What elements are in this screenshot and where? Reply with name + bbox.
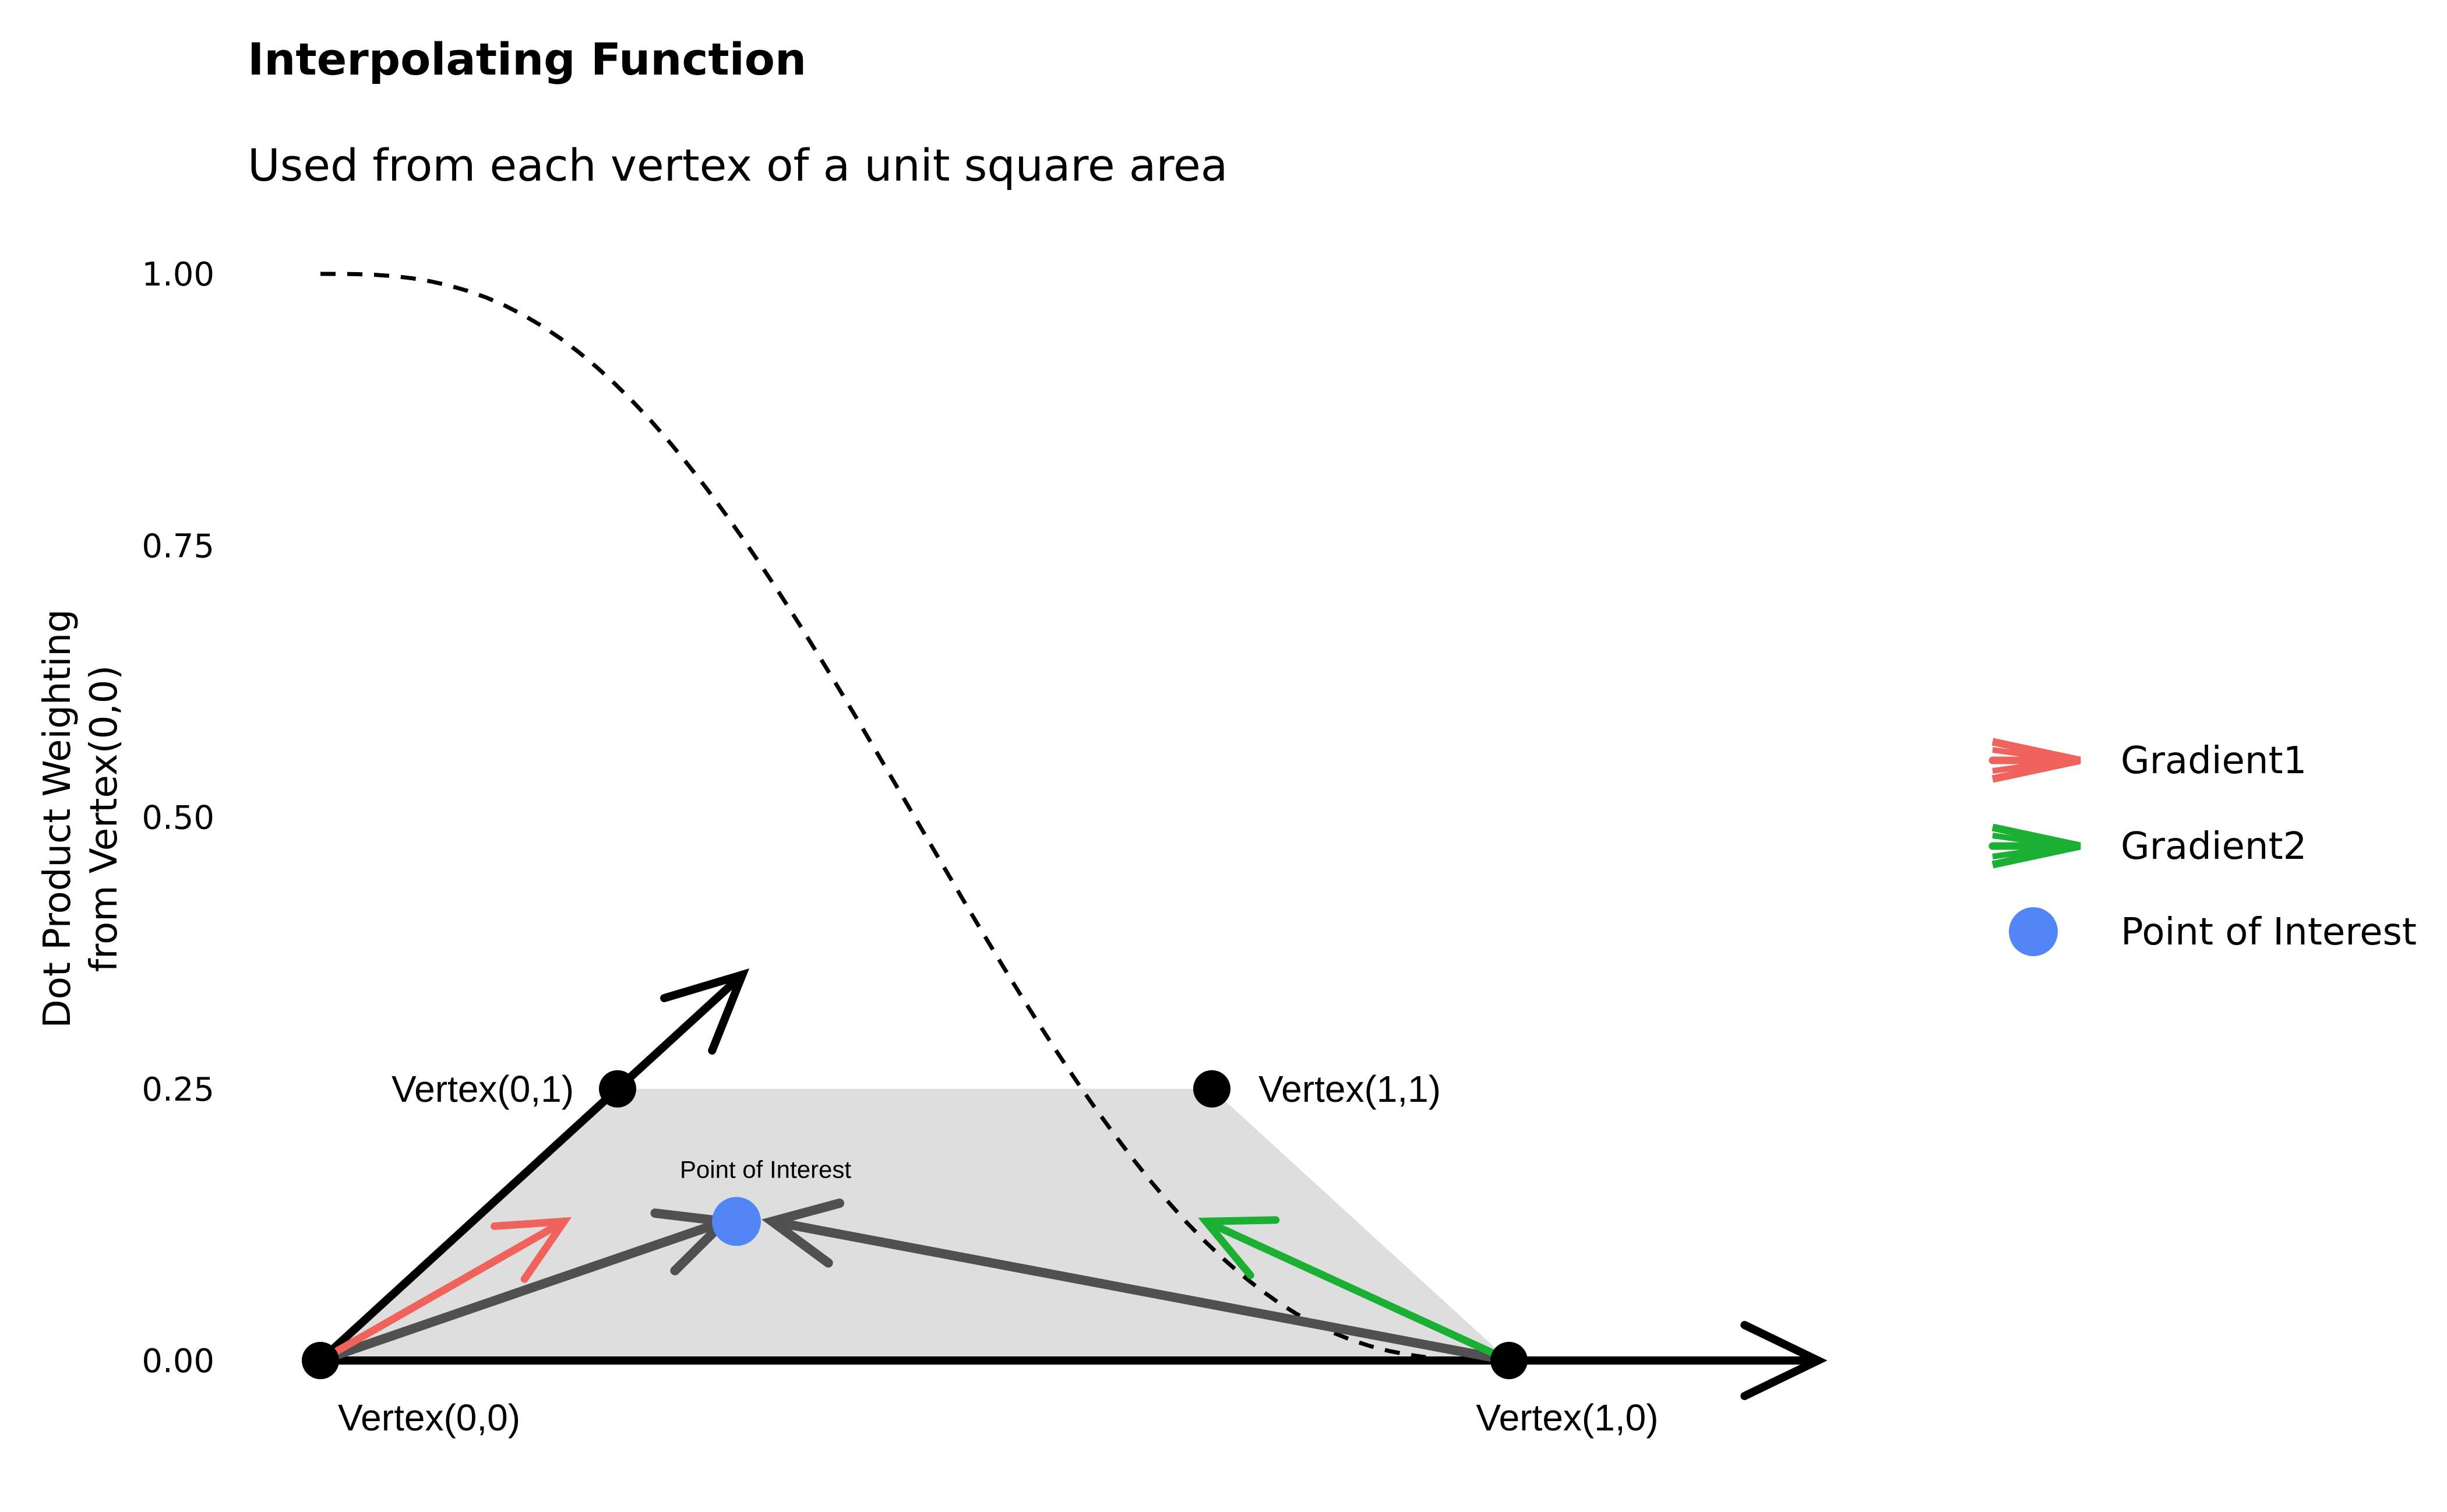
legend-arrow-head (1991, 823, 2081, 869)
y-axis-label: Dot Product Weighting from Vertex(0,0) (36, 609, 126, 1028)
axis-arrow-1 (316, 1321, 1828, 1400)
distance-vector-4 (761, 1199, 1514, 1365)
chart-subtitle: Used from each vertex of a unit square a… (248, 139, 1228, 191)
legend-arrow-head (1991, 738, 2081, 783)
gradient1-vector-head (490, 1217, 572, 1283)
legend-label: Point of Interest (2121, 911, 2417, 954)
axis-arrow-2-shaft (316, 970, 747, 1365)
axis-arrow-1-head (1740, 1321, 1828, 1400)
unit-square-area (320, 1088, 1509, 1361)
legend-label: Gradient1 (2121, 739, 2307, 783)
legend-point-swatch (2009, 907, 2058, 956)
vertex-point (1193, 1070, 1230, 1108)
legend-item-gradient2: Gradient2 (1988, 823, 2307, 869)
y-tick-label: 1.00 (142, 256, 214, 294)
point-of-interest (712, 1197, 761, 1246)
axis-arrow-2-head (660, 968, 750, 1055)
y-tick-label: 0.50 (142, 799, 214, 837)
vertex-point (1490, 1342, 1528, 1379)
vertex-label: Vertex(0,1) (392, 1068, 574, 1110)
vertex-point (302, 1342, 339, 1379)
gradient2-vector-head (1198, 1216, 1280, 1280)
plot-area: Vertex(0,0) Vertex(0,1) Vertex(1,1) Vertex(… (302, 272, 1828, 1439)
legend-label: Gradient2 (2121, 825, 2307, 868)
legend-item-gradient1: Gradient1 (1988, 738, 2307, 783)
y-axis-label-line-1: Dot Product Weighting (36, 609, 79, 1028)
legend-item-point-of-interest: Point of Interest (2009, 907, 2417, 956)
legend-arrow-head-inner (1992, 747, 2069, 774)
vertex-label: Vertex(0,0) (338, 1397, 520, 1439)
y-axis-label-line-2: from Vertex(0,0) (83, 665, 126, 972)
gradient2-vector-shaft (1202, 1217, 1513, 1365)
y-tick-label: 0.75 (142, 527, 214, 565)
gradient1-vector (316, 1217, 572, 1365)
legend: Gradient1 Gradient2 Point of Interest (1988, 738, 2417, 956)
y-tick-label: 0.00 (142, 1342, 214, 1380)
distance-vector-4-shaft (767, 1217, 1514, 1365)
y-axis-ticks: 0.00 0.25 0.50 0.75 1.00 (142, 256, 214, 1380)
vertex-label: Vertex(1,0) (1476, 1397, 1658, 1439)
distance-vector-4-head (761, 1199, 845, 1268)
legend-arrow-head-inner (1992, 833, 2069, 859)
gradient2-vector (1198, 1216, 1513, 1365)
vertex-point (599, 1070, 636, 1108)
fade-curve-line (320, 272, 1426, 1359)
vertex-label: Vertex(1,1) (1258, 1068, 1441, 1110)
axis-arrow-2 (316, 968, 750, 1365)
gradient1-vector-shaft (316, 1217, 568, 1365)
point-of-interest-label: Point of Interest (680, 1155, 851, 1183)
y-tick-label: 0.25 (142, 1071, 214, 1109)
distance-vector-3-shaft (316, 1217, 729, 1365)
chart-title: Interpolating Function (248, 33, 806, 85)
